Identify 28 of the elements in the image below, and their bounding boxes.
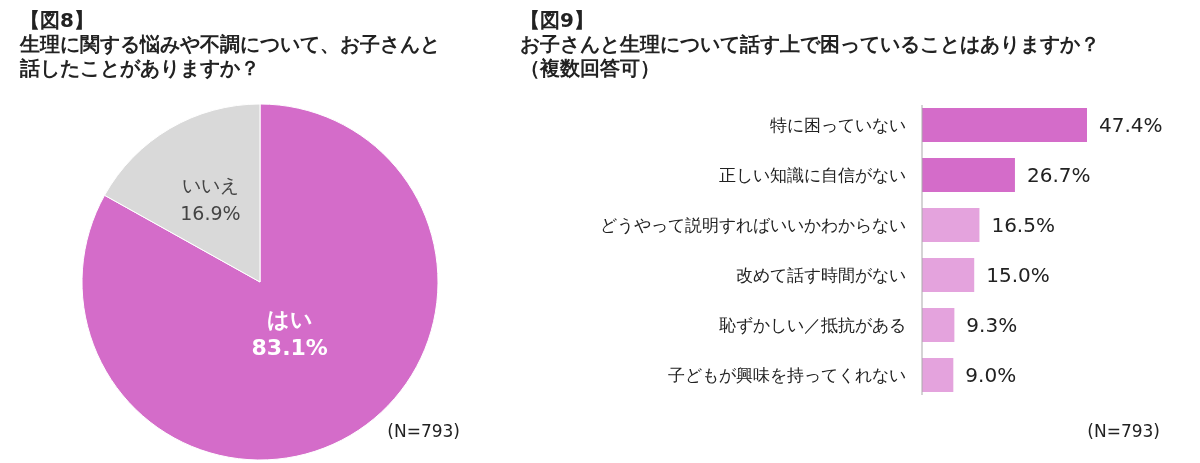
data-label: 15.0% [986, 263, 1050, 287]
y-tick-label: 正しい知識に自信がない [719, 165, 906, 185]
y-tick-label: 恥ずかしい／抵抗がある [719, 315, 906, 335]
y-tick-label: どうやって説明すればいいかわからない [600, 215, 906, 235]
bar [922, 258, 975, 292]
text: (N=793) [1087, 421, 1160, 441]
data-label: 16.9% [180, 201, 241, 224]
chart-title: 【図8】 [20, 8, 94, 32]
text: 【図9】 [520, 8, 594, 32]
data-label: 47.4% [1099, 113, 1163, 137]
data-label: 9.0% [965, 363, 1017, 387]
data-label: 9.3% [966, 313, 1018, 337]
bar [922, 308, 955, 342]
bar [922, 158, 1015, 192]
y-tick-label: 特に困っていない [770, 115, 906, 135]
data-label: 26.7% [1026, 163, 1091, 187]
slice-label: はい [266, 306, 313, 332]
data-label: 16.5% [991, 213, 1055, 237]
bar [922, 108, 1087, 142]
data-label: 83.1% [251, 334, 328, 360]
slice-label: いいえ [181, 173, 239, 196]
bar [922, 208, 980, 242]
bar [922, 358, 954, 392]
y-tick-label: 子どもが興味を持ってくれない [668, 365, 906, 385]
chart-subtitle: 生理に関する悩みや不調について、お子さんと話したことがありますか？ [20, 32, 441, 80]
chart-subtitle: お子さんと生理について話す上で困っていることはありますか？（複数回答可） [520, 32, 1100, 80]
text: (N=793) [387, 421, 460, 441]
y-tick-label: 改めて話す時間がない [736, 265, 906, 285]
